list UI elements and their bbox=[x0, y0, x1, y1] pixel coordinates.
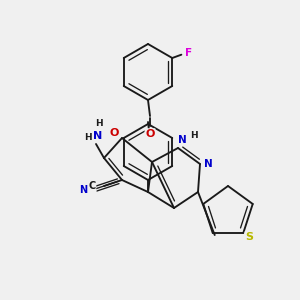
Text: O: O bbox=[109, 128, 119, 138]
Text: N: N bbox=[178, 135, 186, 145]
Text: O: O bbox=[145, 129, 155, 139]
Text: F: F bbox=[185, 48, 192, 58]
Text: H: H bbox=[95, 119, 103, 128]
Text: C: C bbox=[88, 181, 96, 191]
Text: H: H bbox=[84, 134, 92, 142]
Text: N: N bbox=[204, 159, 212, 169]
Text: H: H bbox=[190, 131, 198, 140]
Text: S: S bbox=[245, 232, 253, 242]
Text: N: N bbox=[93, 131, 103, 141]
Text: N: N bbox=[79, 185, 87, 195]
